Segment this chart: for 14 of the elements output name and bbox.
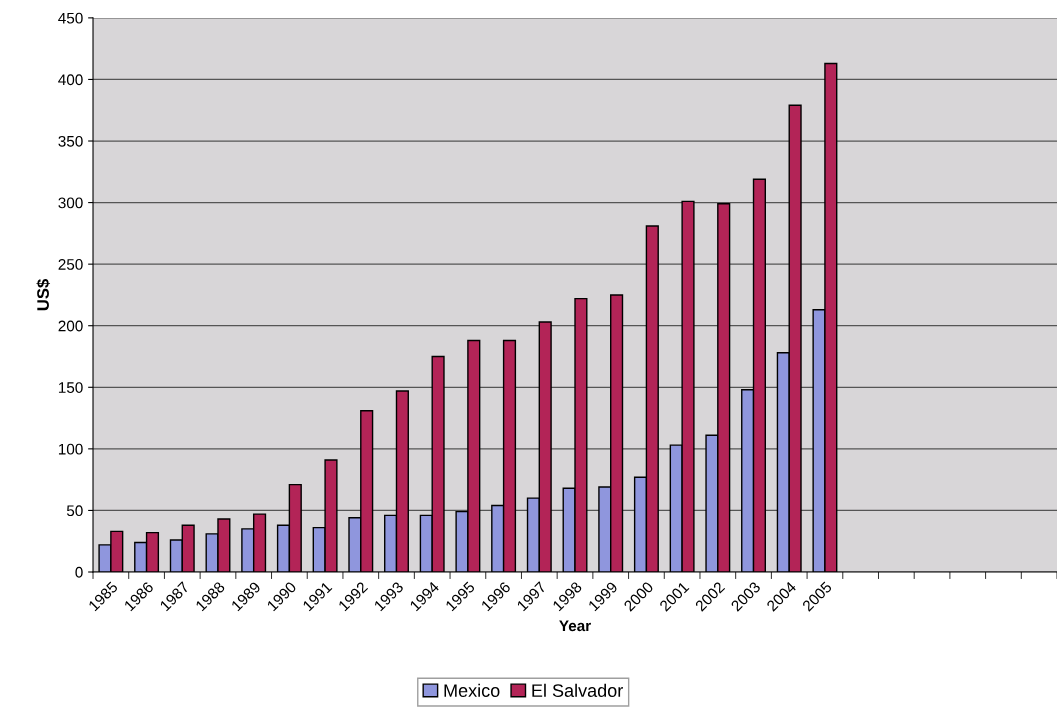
y-tick-label: 100 bbox=[58, 443, 83, 455]
y-tick-label: 0 bbox=[75, 566, 83, 578]
y-tick-label: 400 bbox=[58, 74, 83, 86]
y-tick-label: 250 bbox=[58, 259, 83, 270]
legend-label: El Salvador bbox=[532, 683, 623, 697]
y-tick-label: 300 bbox=[58, 197, 83, 209]
y-tick-label: 150 bbox=[58, 382, 83, 393]
y-tick-label: 350 bbox=[58, 135, 83, 147]
y-tick-label: 450 bbox=[58, 12, 83, 24]
legend-label: Mexico bbox=[444, 683, 500, 697]
y-axis-title: US$ bbox=[36, 278, 51, 311]
x-axis-title: Year bbox=[559, 620, 591, 632]
y-tick-label: 50 bbox=[66, 505, 83, 517]
y-tick-label: 200 bbox=[58, 320, 83, 332]
